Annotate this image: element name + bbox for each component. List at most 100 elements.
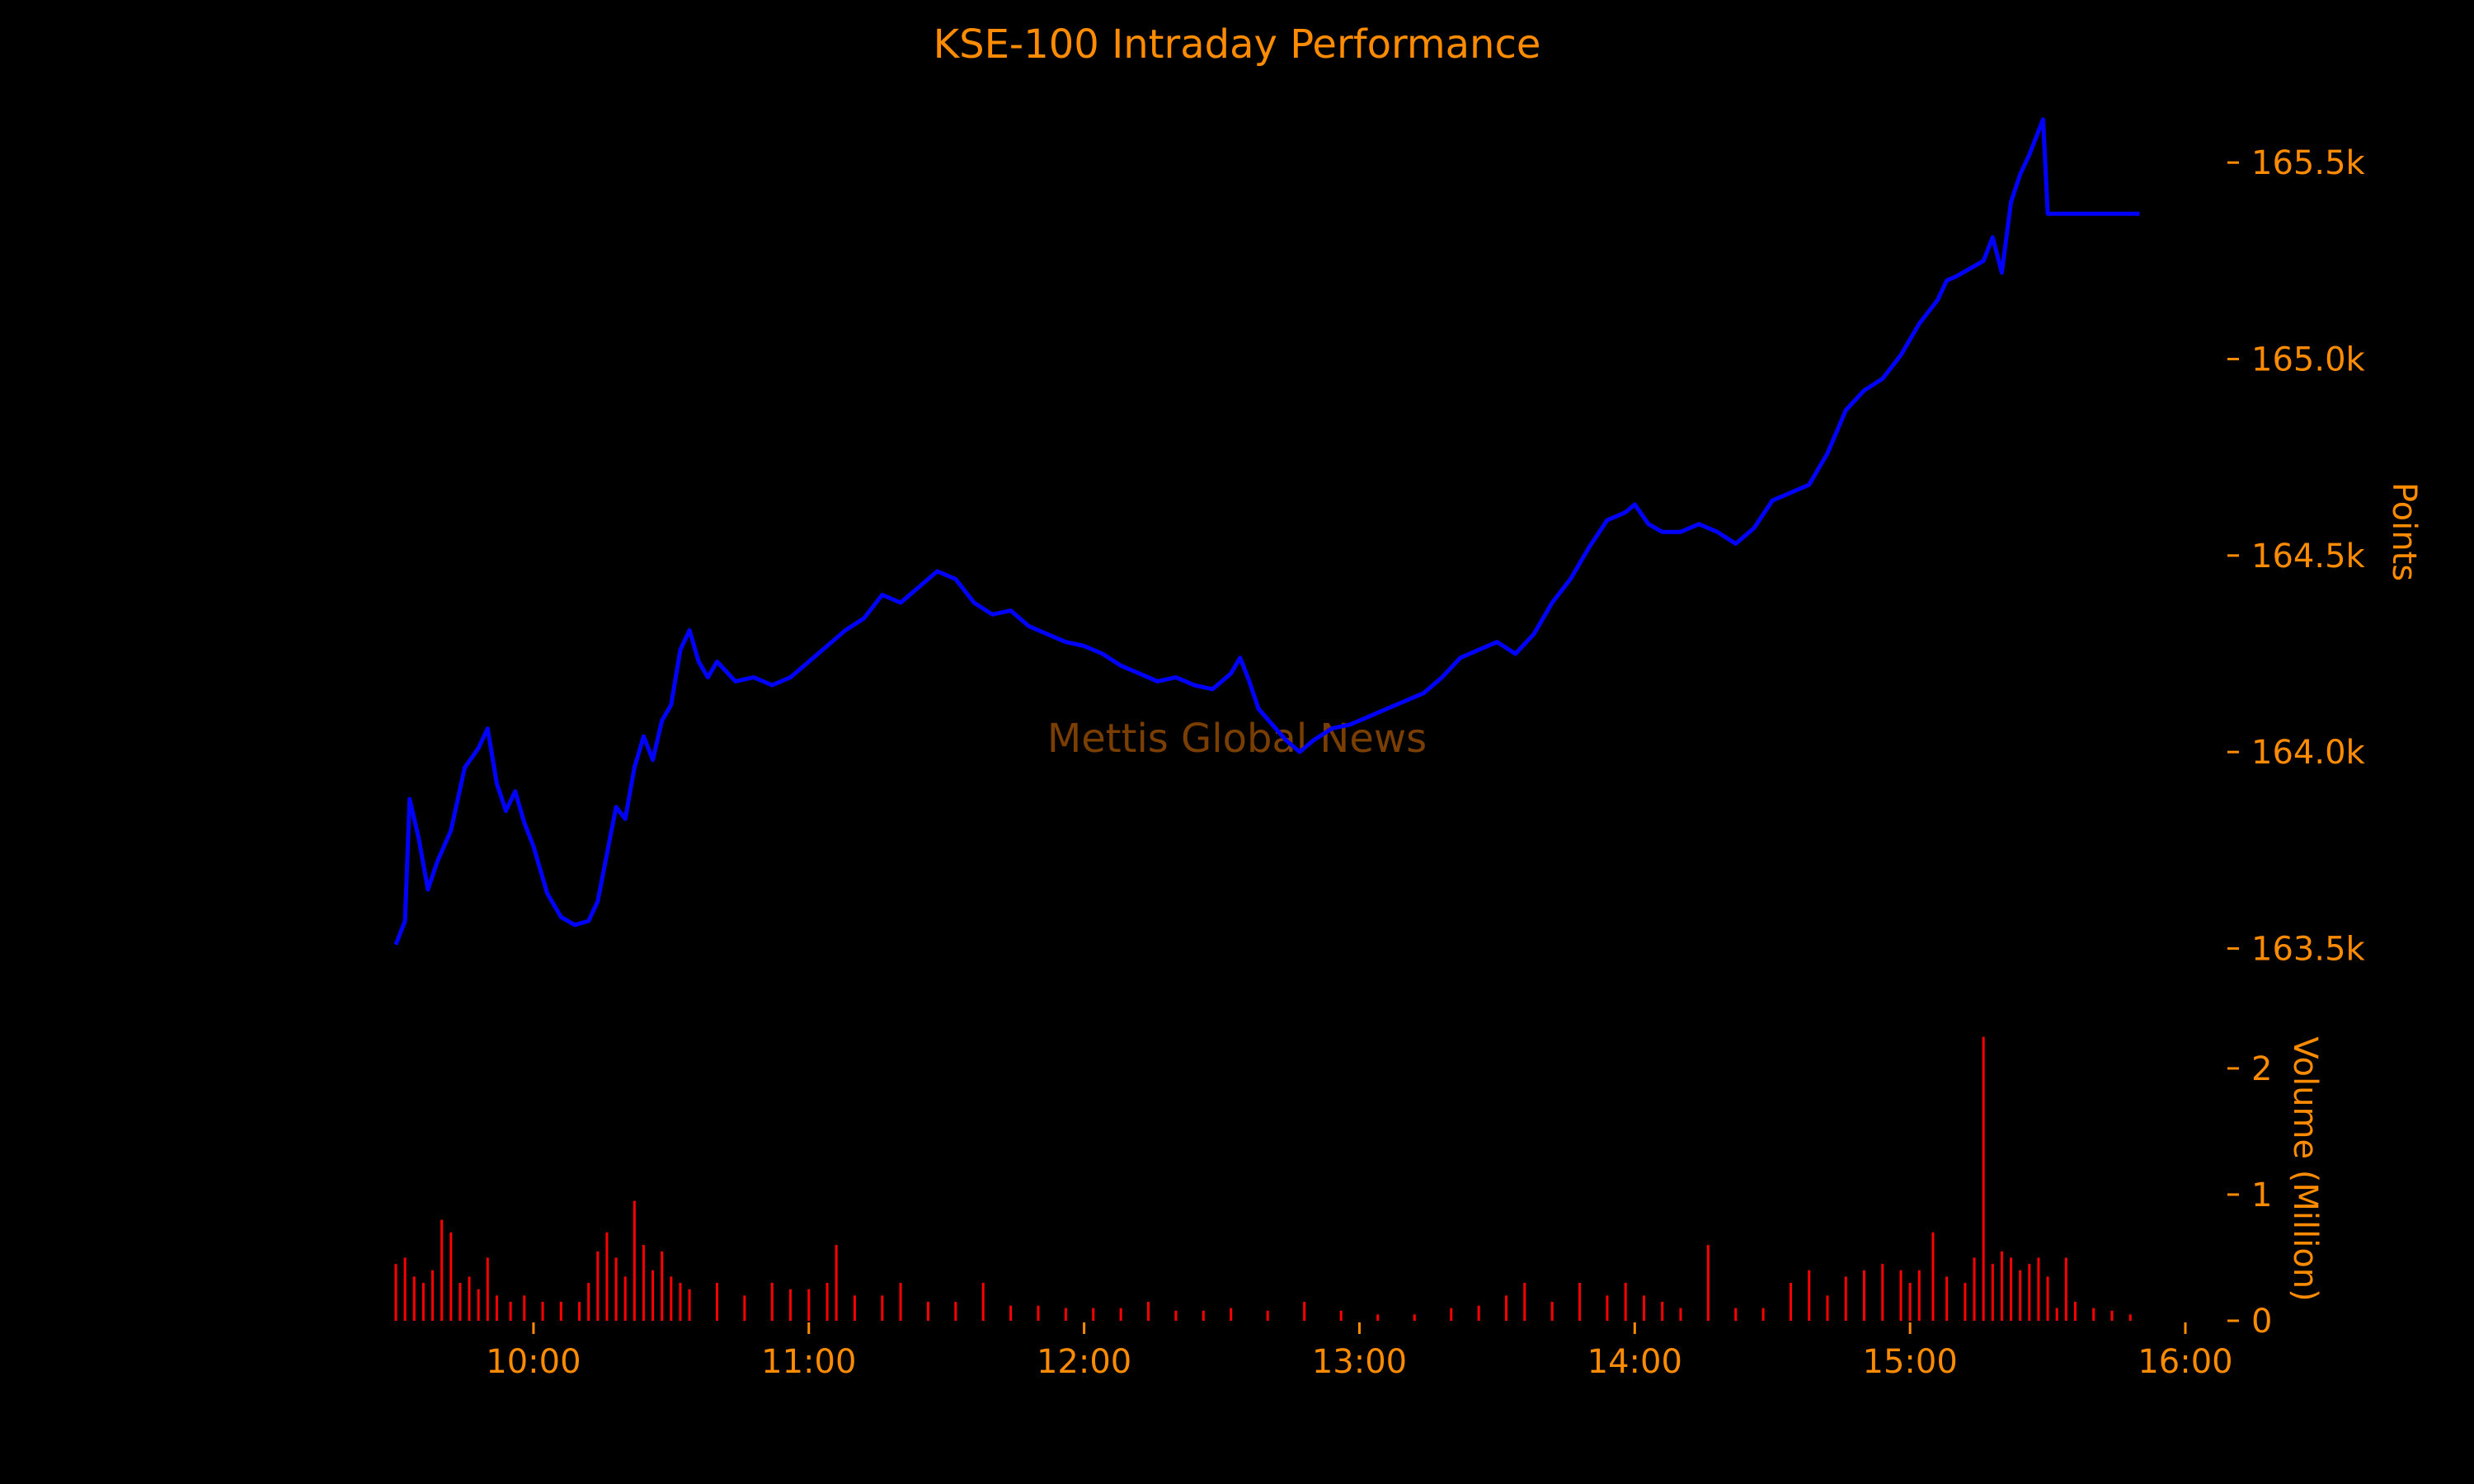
volume-bar: [1844, 1276, 1847, 1321]
volume-bar: [2010, 1257, 2013, 1321]
volume-bar: [2092, 1308, 2095, 1321]
volume-bar: [1964, 1283, 1967, 1321]
index-line: [393, 117, 2140, 946]
volume-bar: [605, 1232, 609, 1321]
volume-bar: [1578, 1283, 1582, 1321]
volume-bar: [1982, 1036, 1985, 1321]
volume-bar: [881, 1295, 884, 1321]
volume-bar: [651, 1270, 655, 1321]
volume-bar: [578, 1302, 581, 1321]
volume-bar: [1009, 1305, 1013, 1321]
points-tick-label: 165.5k: [2251, 144, 2366, 182]
volume-bar: [1550, 1302, 1554, 1321]
volume-bar: [1230, 1308, 1233, 1321]
volume-bar: [1789, 1283, 1792, 1321]
volume-bar: [2028, 1264, 2031, 1321]
volume-axis-title: Volume (Million): [2286, 1036, 2324, 1301]
points-tick-label: 165.0k: [2251, 341, 2366, 379]
volume-bar: [1119, 1308, 1122, 1321]
volume-bar: [623, 1276, 627, 1321]
points-axis: 163.5k 164.0k 164.5k 165.0k 165.5k: [2227, 144, 2366, 968]
volume-bar: [1973, 1257, 1976, 1321]
volume-bar: [642, 1245, 645, 1321]
volume-bar: [1706, 1245, 1710, 1321]
volume-tick-label: 2: [2251, 1050, 2272, 1088]
points-tick-label: 164.5k: [2251, 538, 2366, 575]
volume-bar: [825, 1283, 829, 1321]
volume-bar: [853, 1295, 856, 1321]
volume-bar: [596, 1251, 600, 1321]
volume-bar: [412, 1276, 416, 1321]
volume-bar: [431, 1270, 435, 1321]
volume-bar: [789, 1289, 793, 1321]
volume-bar: [1376, 1314, 1380, 1321]
volume-bar: [1147, 1302, 1150, 1321]
volume-bar: [459, 1283, 462, 1321]
volume-bar: [1661, 1302, 1664, 1321]
volume-bar: [1037, 1305, 1040, 1321]
volume-bar: [2073, 1302, 2077, 1321]
x-tick-label: 11:00: [761, 1343, 856, 1381]
volume-bar: [2128, 1314, 2132, 1321]
volume-bar: [440, 1219, 444, 1321]
volume-bar: [1679, 1308, 1682, 1321]
volume-bar: [1202, 1310, 1205, 1321]
volume-bar: [1477, 1305, 1480, 1321]
volume-bar: [394, 1264, 397, 1321]
volume-bar: [486, 1257, 489, 1321]
volume-bar: [743, 1295, 746, 1321]
volume-bar: [523, 1295, 526, 1321]
x-tick-label: 16:00: [2138, 1343, 2232, 1381]
volume-axis: 0 1 2: [2227, 1050, 2272, 1341]
volume-bar: [954, 1302, 957, 1321]
volume-bar: [1863, 1270, 1866, 1321]
volume-tick-label: 1: [2251, 1176, 2272, 1214]
index-line-group: [393, 117, 2140, 946]
volume-bar: [1734, 1308, 1738, 1321]
x-tick-label: 15:00: [1863, 1343, 1958, 1381]
volume-bar: [1908, 1283, 1912, 1321]
volume-bar: [2000, 1251, 2003, 1321]
volume-bar: [715, 1283, 718, 1321]
volume-bar: [1881, 1264, 1884, 1321]
volume-bar: [2046, 1276, 2049, 1321]
volume-bar: [1523, 1283, 1526, 1321]
volume-bar: [1945, 1276, 1949, 1321]
volume-bar: [2055, 1308, 2058, 1321]
chart-title: KSE-100 Intraday Performance: [934, 21, 1541, 68]
volume-bar: [495, 1295, 498, 1321]
volume-bar: [421, 1283, 425, 1321]
volume-bar: [1917, 1270, 1921, 1321]
x-axis: 10:00 11:00 12:00 13:00 14:00 15:00 16:00: [486, 1322, 2233, 1381]
x-tick-label: 14:00: [1587, 1343, 1682, 1381]
volume-bar: [2037, 1257, 2040, 1321]
volume-bar: [835, 1245, 838, 1321]
volume-bar: [614, 1257, 618, 1321]
volume-bar: [559, 1302, 562, 1321]
volume-bar: [2110, 1310, 2114, 1321]
volume-bar: [449, 1232, 453, 1321]
volume-bars-group: [394, 1036, 2132, 1321]
points-axis-title: Points: [2385, 482, 2423, 581]
volume-bar: [1303, 1302, 1306, 1321]
volume-bar: [670, 1276, 673, 1321]
volume-bar: [1266, 1310, 1269, 1321]
volume-tick-label: 0: [2251, 1303, 2272, 1341]
volume-bar: [1808, 1270, 1811, 1321]
volume-bar: [1931, 1232, 1935, 1321]
volume-bar: [1450, 1308, 1453, 1321]
volume-bar: [2064, 1257, 2067, 1321]
x-tick-label: 12:00: [1037, 1343, 1131, 1381]
volume-bar: [688, 1289, 691, 1321]
volume-bar: [981, 1283, 985, 1321]
volume-bar: [1339, 1310, 1343, 1321]
volume-bar: [1064, 1308, 1067, 1321]
points-tick-label: 163.5k: [2251, 930, 2366, 968]
volume-bar: [541, 1302, 544, 1321]
volume-bar: [1642, 1295, 1645, 1321]
x-tick-label: 13:00: [1312, 1343, 1407, 1381]
volume-bar: [679, 1283, 682, 1321]
volume-bar: [899, 1283, 902, 1321]
